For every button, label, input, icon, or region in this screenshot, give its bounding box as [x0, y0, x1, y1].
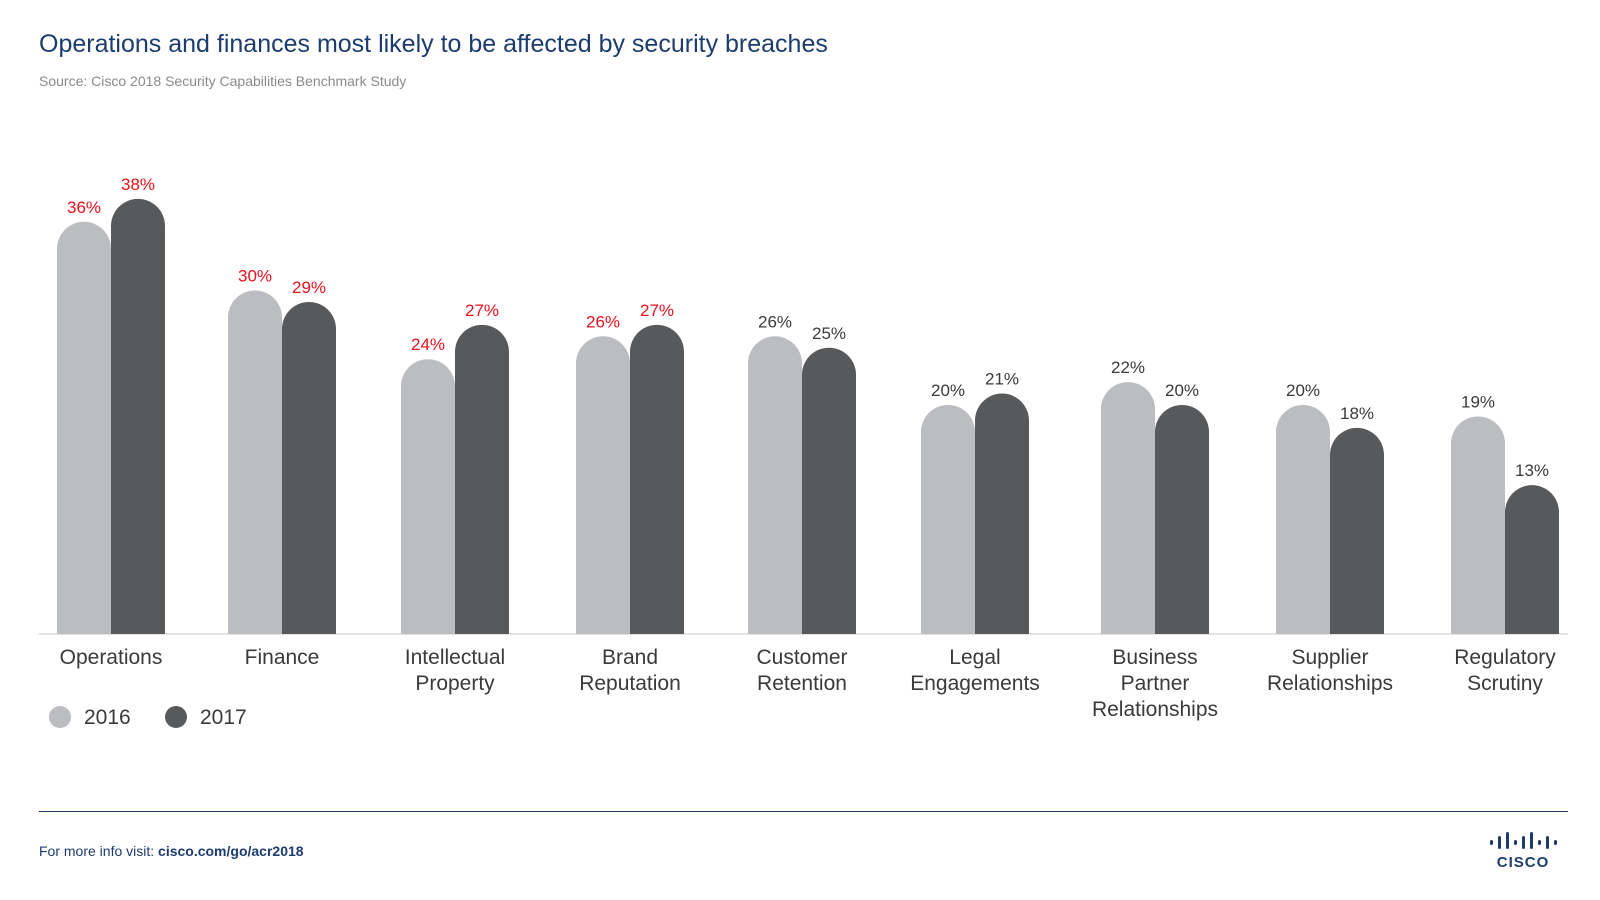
data-label: 20%	[1165, 381, 1199, 400]
category-label: Relationships	[1267, 672, 1393, 695]
data-label: 18%	[1340, 404, 1374, 423]
footer-link[interactable]: cisco.com/go/acr2018	[158, 843, 304, 859]
bar-2017	[630, 324, 684, 634]
chart-title: Operations and finances most likely to b…	[39, 30, 828, 58]
category-label: Reputation	[579, 672, 681, 695]
bar-2016	[576, 336, 630, 634]
category-label: Scrutiny	[1467, 672, 1543, 695]
data-label: 29%	[292, 278, 326, 297]
footer-divider	[39, 811, 1568, 812]
bar-2016	[57, 221, 111, 635]
legend-swatch	[165, 706, 187, 728]
data-label: 25%	[812, 324, 846, 343]
bar-2016	[1451, 416, 1505, 634]
bar-2017	[282, 301, 336, 634]
data-label: 30%	[238, 267, 272, 286]
category-label: Property	[415, 672, 495, 695]
bar-2017	[802, 347, 856, 634]
bar-2017	[455, 324, 509, 634]
legend-label: 2016	[84, 706, 131, 729]
legend-label: 2017	[200, 706, 247, 729]
data-label: 20%	[931, 381, 965, 400]
legend-swatch	[49, 706, 71, 728]
bar-2016	[228, 290, 282, 634]
category-label: Brand	[602, 646, 658, 669]
category-label: Customer	[756, 646, 847, 669]
cisco-logo: CISCO	[1490, 832, 1557, 870]
category-label: Engagements	[910, 672, 1040, 695]
cisco-logo-wordmark: CISCO	[1497, 854, 1550, 870]
data-label: 38%	[121, 175, 155, 194]
bar-2016	[401, 359, 455, 634]
data-label: 13%	[1515, 461, 1549, 480]
data-label: 27%	[640, 301, 674, 320]
bar-chart: 36% 38% Operations 30% 29% Finance 24% 27% Intel…	[39, 175, 1568, 729]
footer-prefix: For more info visit:	[39, 843, 159, 859]
data-label: 20%	[1286, 381, 1320, 400]
data-label: 21%	[985, 370, 1019, 389]
bar-2016	[1101, 382, 1155, 634]
bar-2016	[921, 405, 975, 634]
data-label: 36%	[67, 198, 101, 217]
bar-2017	[1505, 485, 1559, 634]
data-label: 26%	[586, 312, 620, 331]
category-label: Retention	[757, 672, 847, 695]
footer-info: For more info visit: cisco.com/go/acr201…	[39, 843, 304, 859]
chart-source: Source: Cisco 2018 Security Capabilities…	[39, 73, 407, 89]
data-label: 22%	[1111, 358, 1145, 377]
data-label: 24%	[411, 335, 445, 354]
category-label: Partner	[1121, 672, 1190, 695]
category-label: Legal	[949, 646, 1000, 669]
bar-2017	[975, 393, 1029, 634]
data-label: 26%	[758, 312, 792, 331]
category-label: Regulatory	[1454, 646, 1556, 669]
category-label: Finance	[245, 646, 320, 669]
bar-2017	[111, 198, 165, 634]
category-label: Supplier	[1291, 646, 1368, 669]
data-label: 19%	[1461, 392, 1495, 411]
bar-2017	[1155, 405, 1209, 634]
category-label: Operations	[60, 646, 163, 669]
bar-2016	[1276, 405, 1330, 634]
bar-2017	[1330, 427, 1384, 634]
category-label: Business	[1112, 646, 1197, 669]
data-label: 27%	[465, 301, 499, 320]
category-label: Intellectual	[405, 646, 505, 669]
bar-2016	[748, 336, 802, 634]
category-label: Relationships	[1092, 698, 1218, 721]
